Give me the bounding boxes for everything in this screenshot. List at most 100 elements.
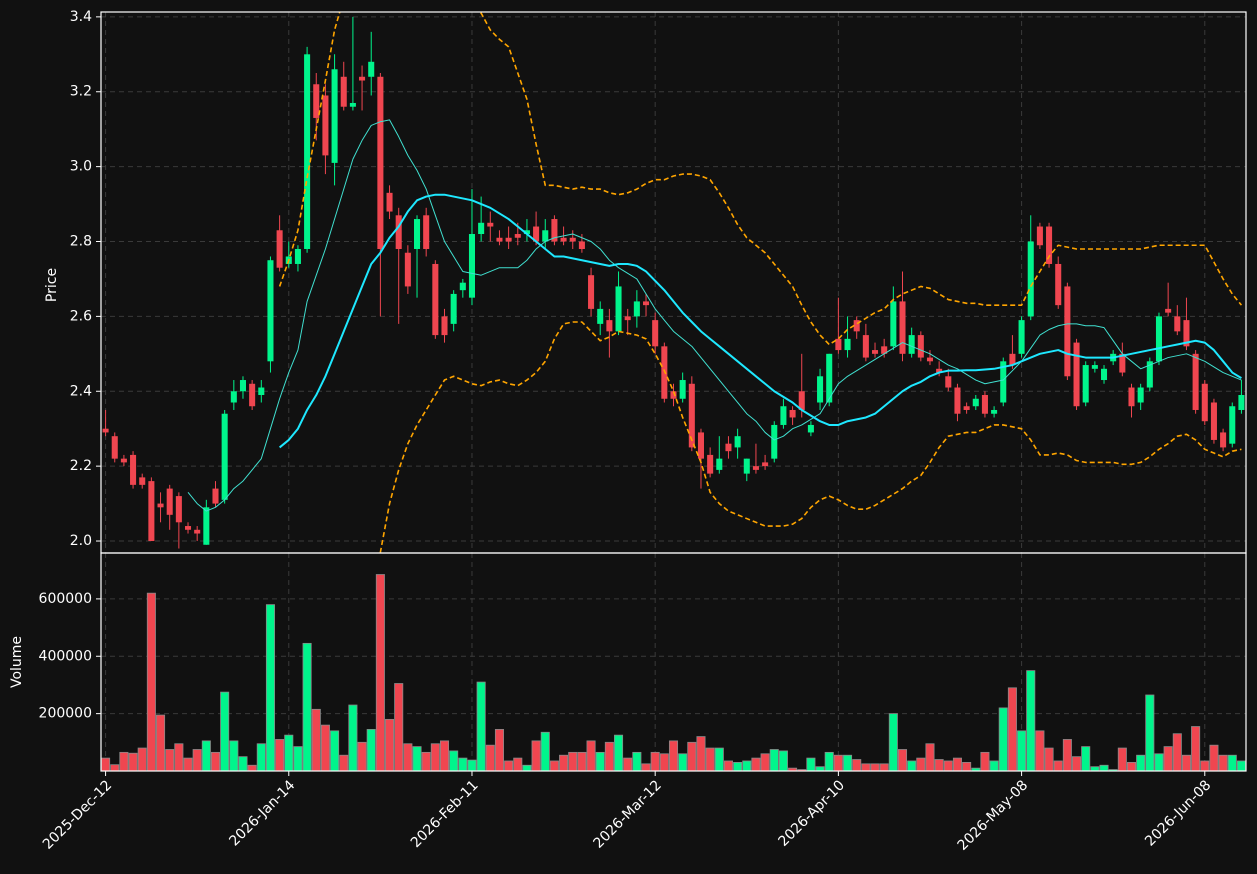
volume-bar bbox=[1218, 754, 1228, 771]
candle-body bbox=[175, 496, 182, 523]
volume-bar bbox=[632, 751, 642, 771]
volume-bar bbox=[568, 751, 578, 771]
volume-bar bbox=[824, 751, 834, 771]
candle-body bbox=[148, 481, 155, 542]
candle-body bbox=[212, 488, 219, 504]
volume-bar bbox=[806, 757, 816, 771]
volume-bar bbox=[439, 740, 450, 771]
candle-body bbox=[249, 383, 256, 407]
volume-bar bbox=[623, 757, 633, 771]
volume-bar bbox=[320, 724, 330, 771]
volume-bar bbox=[311, 708, 321, 771]
candle-body bbox=[478, 222, 485, 235]
candle-body bbox=[120, 458, 127, 463]
volume-bar bbox=[458, 757, 468, 771]
volume-bar bbox=[476, 681, 486, 771]
candle-body bbox=[588, 275, 595, 309]
volume-bar bbox=[559, 754, 569, 771]
volume-bar bbox=[513, 757, 523, 771]
volume-bar bbox=[705, 747, 715, 771]
candle-body bbox=[917, 335, 924, 358]
candle-body bbox=[459, 282, 466, 291]
volume-bar bbox=[540, 731, 550, 771]
candle-body bbox=[981, 395, 988, 414]
volume-bar bbox=[971, 767, 981, 771]
candle-body bbox=[386, 192, 393, 212]
candle-body bbox=[1146, 361, 1153, 388]
candle-body bbox=[844, 338, 851, 351]
candle-body bbox=[130, 454, 137, 485]
volume-bar bbox=[1136, 754, 1146, 771]
volume-bar bbox=[916, 757, 926, 771]
overlay-line bbox=[187, 119, 1242, 512]
candle-body bbox=[871, 350, 879, 354]
volume-bar bbox=[504, 760, 514, 771]
candle-body bbox=[349, 102, 356, 107]
candle-body bbox=[441, 316, 448, 336]
volume-bar bbox=[1117, 747, 1127, 771]
candle-body bbox=[267, 260, 274, 362]
candle-body bbox=[908, 335, 915, 354]
candle-body bbox=[807, 424, 814, 433]
volume-bar bbox=[256, 743, 266, 771]
volume-bar bbox=[531, 740, 541, 771]
candle-body bbox=[734, 436, 741, 448]
volume-bar bbox=[650, 751, 660, 771]
candle-body bbox=[340, 76, 347, 107]
volume-bar bbox=[879, 763, 889, 771]
candle-body bbox=[496, 237, 503, 242]
candle-body bbox=[230, 391, 237, 403]
y-tick-label: 3.0 bbox=[70, 159, 92, 175]
volume-bar bbox=[595, 751, 605, 771]
volume-bar bbox=[815, 766, 825, 771]
volume-bar bbox=[1053, 760, 1063, 771]
volume-bar bbox=[375, 574, 385, 771]
volume-bar bbox=[275, 739, 285, 771]
volume-bar bbox=[641, 763, 651, 771]
volume-bar bbox=[1154, 753, 1164, 771]
candle-body bbox=[1192, 353, 1199, 410]
candle-body bbox=[1137, 387, 1144, 403]
volume-bar bbox=[146, 592, 156, 771]
y-axis-label: Volume bbox=[9, 636, 25, 688]
candle-body bbox=[166, 488, 173, 515]
candle-body bbox=[432, 263, 439, 336]
candle-body bbox=[697, 432, 705, 459]
candle-body bbox=[304, 54, 311, 249]
candle-body bbox=[633, 301, 640, 317]
candle-body bbox=[853, 320, 860, 332]
candle-body bbox=[221, 413, 228, 500]
candle-body bbox=[239, 380, 247, 392]
volume-bar bbox=[110, 764, 120, 771]
candle-body bbox=[523, 230, 530, 235]
candle-body bbox=[679, 380, 686, 399]
candle-body bbox=[780, 406, 787, 425]
candle-body bbox=[670, 391, 677, 399]
volume-bar bbox=[403, 743, 413, 771]
volume-bar bbox=[1017, 730, 1027, 771]
y-tick-label: 2.6 bbox=[70, 308, 92, 324]
candle-body bbox=[1018, 320, 1025, 354]
candle-body bbox=[642, 301, 650, 306]
volume-bar bbox=[962, 761, 972, 771]
volume-bar bbox=[449, 750, 459, 771]
candle-body bbox=[377, 76, 384, 249]
volume-bar bbox=[614, 734, 624, 771]
candle-body bbox=[1055, 263, 1062, 306]
y-tick-label: 600000 bbox=[39, 591, 92, 607]
candle-body bbox=[1119, 353, 1126, 373]
volume-bar bbox=[1035, 730, 1045, 771]
candle-body bbox=[862, 335, 869, 358]
volume-bar bbox=[833, 754, 843, 771]
volume-bar bbox=[165, 749, 175, 771]
volume-bar bbox=[1126, 761, 1137, 771]
volume-bar bbox=[797, 769, 807, 771]
candle-body bbox=[395, 215, 402, 249]
volume-bar bbox=[1099, 764, 1109, 771]
candle-body bbox=[725, 443, 732, 452]
candle-body bbox=[1082, 365, 1089, 403]
candle-body bbox=[1100, 368, 1108, 381]
volume-bar bbox=[897, 749, 908, 771]
candle-body bbox=[1165, 308, 1172, 313]
candle-body bbox=[707, 454, 714, 474]
